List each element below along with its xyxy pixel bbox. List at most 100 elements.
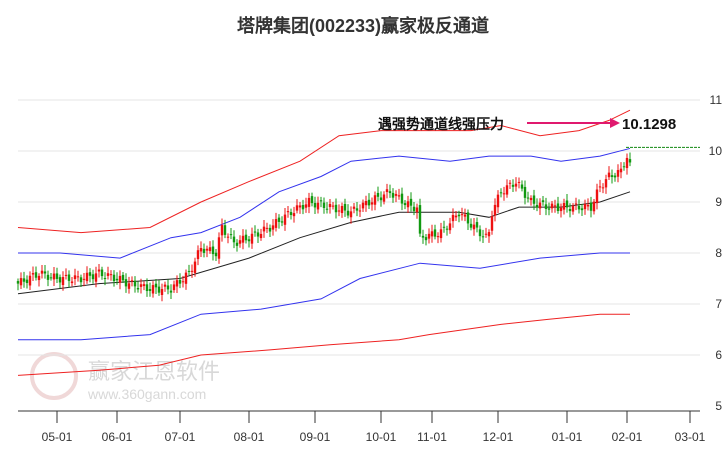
- candle: [346, 210, 350, 216]
- candle: [427, 233, 431, 239]
- candle: [565, 200, 569, 208]
- candle: [304, 204, 308, 208]
- candle: [412, 206, 416, 212]
- candle: [289, 212, 293, 216]
- candle: [340, 206, 344, 214]
- candle: [628, 159, 632, 163]
- x-tick-label: 01-01: [552, 430, 583, 444]
- candle: [265, 227, 269, 229]
- x-tick-label: 09-01: [300, 430, 331, 444]
- candle: [25, 279, 29, 284]
- candle: [79, 277, 83, 283]
- candle: [355, 208, 359, 211]
- candle: [550, 203, 554, 209]
- candle: [475, 222, 479, 228]
- candle: [34, 272, 38, 278]
- candle: [133, 280, 137, 287]
- candle: [466, 212, 470, 224]
- candle: [52, 273, 56, 280]
- candle: [508, 182, 512, 184]
- candle: [481, 236, 485, 238]
- candle: [511, 184, 515, 187]
- candle: [553, 205, 557, 207]
- candle: [349, 211, 353, 218]
- candle: [358, 210, 362, 212]
- candle: [28, 275, 32, 286]
- candle: [568, 208, 572, 212]
- candle: [322, 202, 326, 208]
- candle: [97, 269, 101, 272]
- candle: [610, 175, 614, 177]
- candle: [589, 202, 593, 211]
- candle: [625, 157, 629, 169]
- candle: [118, 275, 122, 283]
- candle: [409, 198, 413, 206]
- channel-line-upper-red: [17, 109, 631, 234]
- candle: [604, 179, 608, 188]
- candle: [586, 204, 590, 207]
- x-tick-label: 06-01: [102, 430, 133, 444]
- y-tick-label: 9: [715, 195, 722, 209]
- candle: [256, 232, 260, 237]
- candle: [277, 217, 281, 222]
- candle: [439, 229, 443, 239]
- candle: [154, 283, 158, 288]
- y-tick-label: 10: [709, 144, 723, 158]
- candle: [94, 273, 98, 282]
- candle: [469, 223, 473, 228]
- candle: [529, 197, 533, 201]
- candle: [547, 208, 551, 210]
- x-tick-label: 11-01: [417, 430, 447, 444]
- candle: [613, 175, 617, 178]
- candle: [577, 205, 581, 210]
- candle: [112, 274, 116, 282]
- y-tick-label: 7: [715, 297, 722, 311]
- x-tick-label: 02-01: [612, 430, 643, 444]
- candle: [460, 214, 464, 216]
- candle: [61, 277, 65, 286]
- candle: [574, 203, 578, 205]
- candle: [493, 204, 497, 216]
- candle: [73, 275, 77, 280]
- candle: [472, 224, 476, 230]
- candle: [388, 191, 392, 194]
- candle: [169, 290, 173, 293]
- candle: [403, 203, 407, 206]
- chart-title: 塔牌集团(002233)赢家极反通道: [236, 16, 490, 36]
- candle: [367, 199, 371, 206]
- candle: [259, 233, 263, 239]
- candle: [433, 229, 437, 237]
- candle: [307, 197, 311, 207]
- channel-line-lower-red: [17, 313, 630, 376]
- candle: [559, 207, 563, 212]
- candle: [598, 186, 602, 188]
- candle: [226, 236, 230, 238]
- candle: [70, 281, 74, 284]
- candle: [241, 235, 245, 243]
- y-tick-label: 8: [715, 246, 722, 260]
- candle: [526, 197, 530, 199]
- candle: [556, 203, 560, 211]
- y-tick-label: 5: [715, 399, 722, 413]
- candle: [295, 205, 299, 211]
- candle: [343, 203, 347, 211]
- candle: [193, 261, 197, 273]
- candle: [175, 280, 179, 287]
- candle: [217, 237, 221, 259]
- candle: [448, 223, 452, 231]
- candle: [37, 275, 41, 281]
- candle: [391, 192, 395, 198]
- candle: [160, 289, 164, 295]
- candle: [43, 271, 47, 274]
- candle: [184, 272, 188, 284]
- candle: [301, 205, 305, 210]
- candle: [124, 279, 128, 287]
- candle: [337, 210, 341, 212]
- candle: [445, 228, 449, 230]
- candle: [214, 252, 218, 257]
- candle: [220, 225, 224, 236]
- x-tick-label: 03-01: [675, 430, 706, 444]
- candle: [544, 204, 548, 210]
- candle: [310, 196, 314, 204]
- candle: [397, 195, 401, 197]
